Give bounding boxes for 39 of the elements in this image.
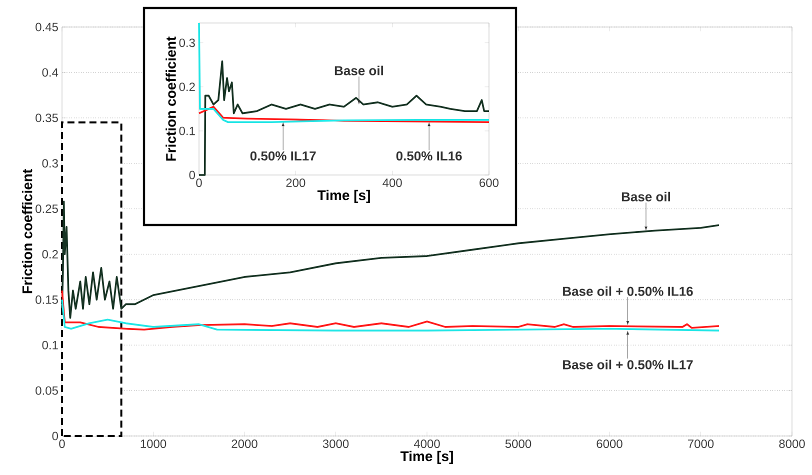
line-series bbox=[198, 60, 490, 176]
x-tick-label: 600 bbox=[480, 178, 499, 188]
x-tick-label: 8000 bbox=[779, 440, 805, 448]
x-tick-label: 400 bbox=[382, 178, 402, 188]
y-tick-label: 0.25 bbox=[36, 204, 58, 214]
x-tick-label: 6000 bbox=[596, 440, 622, 448]
y-tick-label: 0 bbox=[52, 432, 58, 440]
y-tick-label: 0.3 bbox=[42, 159, 58, 168]
y-tick-label: 0.1 bbox=[42, 340, 58, 350]
x-tick-label: 4000 bbox=[414, 440, 440, 448]
x-tick-label: 0 bbox=[59, 440, 65, 448]
y-tick-label: 0.4 bbox=[42, 68, 58, 77]
annotation: 0.50% IL16 bbox=[396, 151, 462, 161]
y-tick-label: 0.35 bbox=[36, 114, 58, 122]
x-tick-label: 0 bbox=[196, 178, 202, 188]
y-tick-label: 0.1 bbox=[179, 126, 195, 136]
x-tick-label: 7000 bbox=[688, 440, 714, 448]
annotation: Base oil bbox=[334, 66, 383, 76]
x-tick-label: 200 bbox=[286, 178, 306, 188]
x-axis-title: Time [s] bbox=[400, 450, 453, 464]
annotation: Base oil + 0.50% IL16 bbox=[563, 286, 693, 296]
y-axis-title: Friction coefficient bbox=[22, 169, 32, 294]
y-tick-label: 0.2 bbox=[179, 82, 195, 92]
x-axis-title: Time [s] bbox=[317, 190, 370, 203]
annotation: Base oil bbox=[622, 192, 670, 202]
y-tick-label: 0.3 bbox=[179, 38, 195, 48]
y-tick-label: 0.45 bbox=[36, 22, 58, 32]
annotation: 0.50% IL17 bbox=[250, 151, 316, 161]
y-axis-title: Friction coefficient bbox=[166, 36, 176, 161]
annotation: Base oil + 0.50% IL17 bbox=[563, 360, 693, 370]
x-tick-label: 1000 bbox=[140, 440, 166, 448]
x-tick-label: 5000 bbox=[505, 440, 532, 448]
y-tick-label: 0.15 bbox=[36, 295, 58, 304]
x-tick-label: 2000 bbox=[232, 440, 258, 448]
x-tick-label: 3000 bbox=[322, 440, 349, 448]
y-tick-label: 0.05 bbox=[36, 386, 58, 395]
y-tick-label: 0 bbox=[189, 170, 196, 180]
y-tick-label: 0.2 bbox=[42, 250, 58, 258]
line-series bbox=[198, 106, 490, 124]
